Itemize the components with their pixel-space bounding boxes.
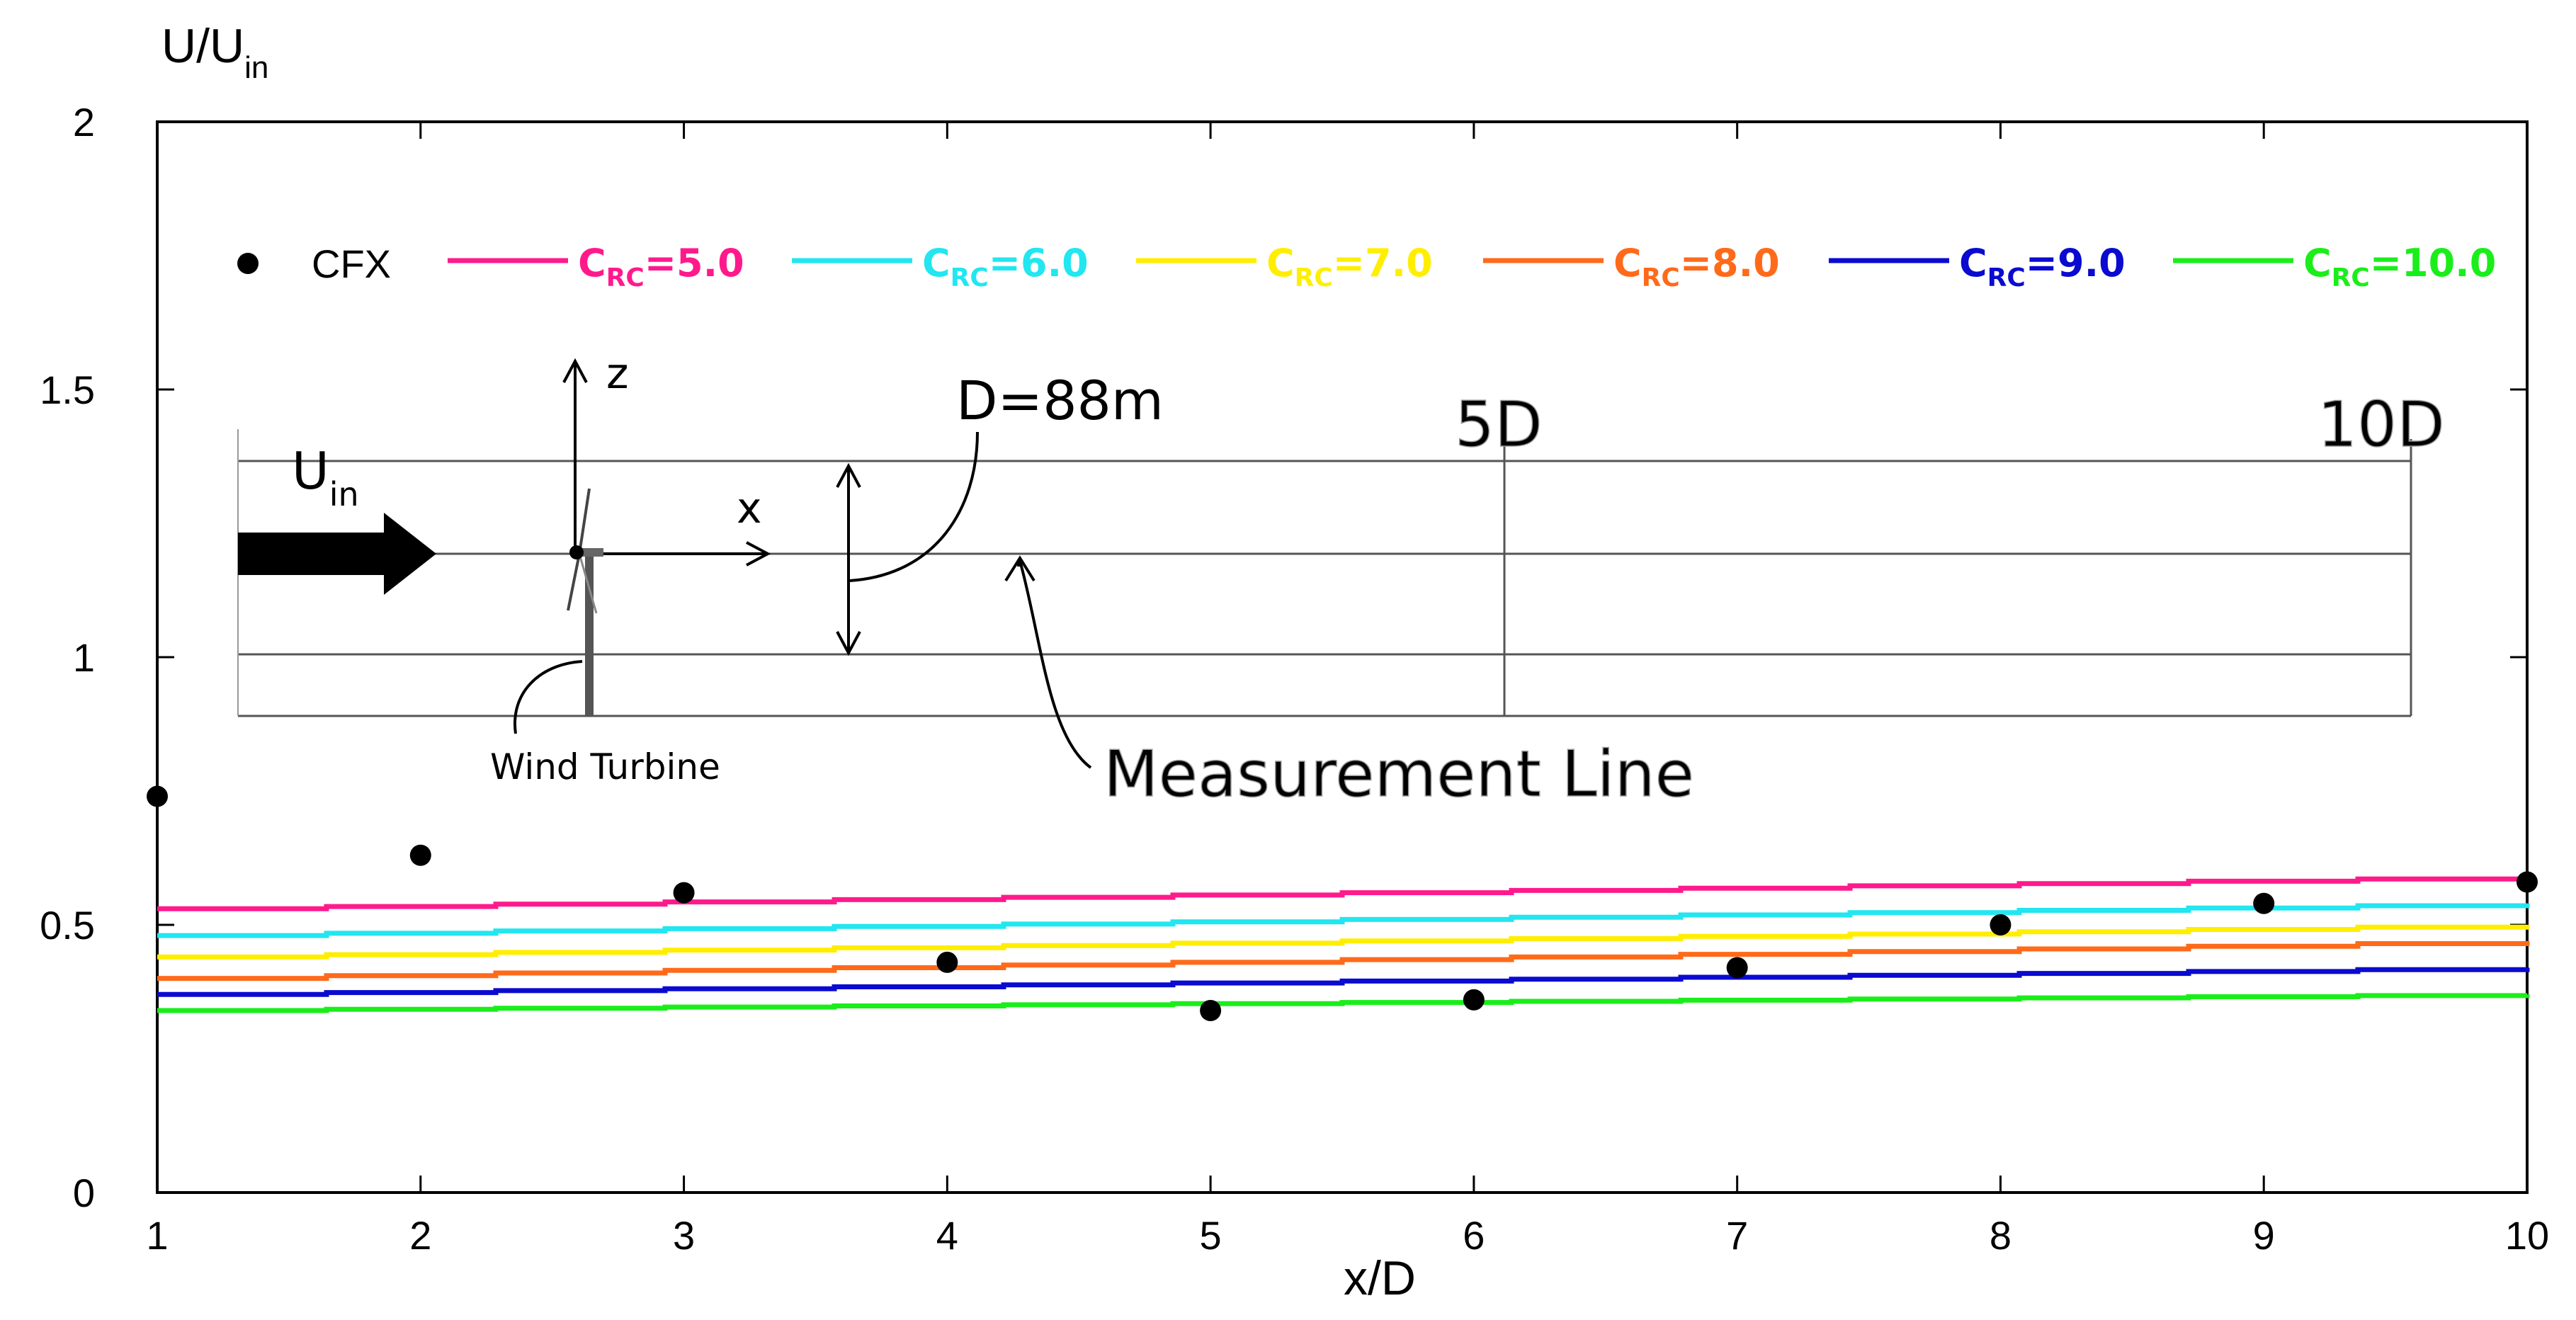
z-axis-arrowhead-icon <box>562 358 588 383</box>
x-tick-label: 3 <box>673 1213 695 1258</box>
series-lines <box>157 876 2530 1013</box>
cfx-point <box>936 951 958 973</box>
diameter-label: D=88m <box>956 369 1164 432</box>
x-tick-label: 10 <box>2505 1213 2549 1258</box>
cfx-point <box>2517 871 2538 893</box>
mark-10d: 10D <box>2317 388 2445 461</box>
x-tick-label: 6 <box>1463 1213 1485 1258</box>
legend-prefix-sub: RC <box>1642 263 1680 292</box>
legend: CFX CRC=5.0 CRC=6.0 CRC=7.0 CRC=8.0 CRC=9.0 C… <box>237 241 2496 292</box>
legend-eq: = <box>2026 241 2058 285</box>
legend-label-crc-10.0: CRC=10.0 <box>2303 241 2496 292</box>
series-line-crc-9.0 <box>157 967 2530 997</box>
series-line-crc-5.0 <box>157 876 2530 911</box>
z-axis-name: z <box>606 349 629 399</box>
legend-prefix: C <box>578 241 606 285</box>
cfx-point <box>1990 914 2012 935</box>
measurement-arrowhead-icon <box>1004 555 1035 582</box>
legend-eq: = <box>989 241 1021 285</box>
cfx-point <box>1726 957 1748 979</box>
inflow-label: Uin <box>292 441 359 513</box>
legend-value: 7.0 <box>1365 241 1433 285</box>
x-tick-label: 1 <box>146 1213 168 1258</box>
y-axis-label-main: U/U <box>161 19 244 73</box>
legend-value: 8.0 <box>1712 241 1780 285</box>
cfx-point <box>673 882 695 904</box>
x-tick-label: 5 <box>1200 1213 1222 1258</box>
y-tick-label: 2 <box>73 100 95 144</box>
cfx-point <box>1463 989 1485 1011</box>
measurement-leader-line <box>1019 560 1092 769</box>
legend-prefix-sub: RC <box>606 263 645 292</box>
legend-prefix: C <box>922 241 951 285</box>
legend-prefix-sub: RC <box>1295 263 1333 292</box>
x-tick-label: 8 <box>1990 1213 2012 1258</box>
legend-label-crc-5.0: CRC=5.0 <box>578 241 744 292</box>
inflow-arrow-icon <box>238 513 436 595</box>
measurement-label: Measurement Line <box>1103 737 1694 812</box>
x-tick-label: 7 <box>1726 1213 1748 1258</box>
legend-prefix: C <box>2303 241 2332 285</box>
y-tick-label: 1.5 <box>40 368 95 412</box>
diameter-arrow-bottom-icon <box>836 631 861 656</box>
diameter-leader-line <box>849 431 979 582</box>
legend-eq: = <box>1680 241 1712 285</box>
diameter-arrow-top-icon <box>836 462 861 488</box>
legend-prefix-sub: RC <box>1987 263 2026 292</box>
axis-ticks: 1 2 3 4 5 6 7 8 9 10 0 0.5 1 1.5 2 <box>40 100 2549 1258</box>
y-axis-label-sub: in <box>244 50 268 85</box>
legend-value: 10.0 <box>2402 241 2496 285</box>
legend-label-crc-7.0: CRC=7.0 <box>1266 241 1433 292</box>
series-line-crc-6.0 <box>157 903 2530 938</box>
x-tick-label: 4 <box>936 1213 958 1258</box>
cfx-point <box>2253 892 2275 914</box>
legend-label-crc-9.0: CRC=9.0 <box>1959 241 2126 292</box>
legend-prefix-sub: RC <box>2332 263 2370 292</box>
legend-eq: = <box>2370 241 2402 285</box>
cfx-point <box>409 844 431 866</box>
y-axis-label: U/Uin <box>161 19 268 85</box>
cfx-point <box>1200 999 1222 1021</box>
y-tick-label: 1 <box>73 635 95 680</box>
legend-cfx-label: CFX <box>312 241 391 286</box>
x-axis-name: x <box>737 484 762 533</box>
y-tick-label: 0 <box>73 1171 95 1215</box>
x-tick-label: 9 <box>2253 1213 2275 1258</box>
cfx-point <box>147 785 168 807</box>
inset-schematic: Uin z x Wind Turbine D=88m 5D 10D <box>237 349 2446 812</box>
legend-eq: = <box>1333 241 1365 285</box>
legend-label-crc-6.0: CRC=6.0 <box>922 241 1089 292</box>
series-line-crc-8.0 <box>157 940 2530 982</box>
series-line-crc-7.0 <box>157 924 2530 960</box>
legend-prefix: C <box>1959 241 1987 285</box>
legend-cfx-marker <box>237 253 259 274</box>
cfx-points <box>147 785 2538 1021</box>
inflow-label-sub: in <box>329 475 359 513</box>
legend-label-crc-8.0: CRC=8.0 <box>1613 241 1780 292</box>
turbine-leader-line <box>514 660 583 734</box>
legend-value: 6.0 <box>1021 241 1089 285</box>
legend-eq: = <box>645 241 676 285</box>
legend-prefix: C <box>1613 241 1642 285</box>
y-tick-label: 0.5 <box>40 903 95 948</box>
legend-value: 5.0 <box>676 241 744 285</box>
legend-prefix: C <box>1266 241 1295 285</box>
turbine-label: Wind Turbine <box>490 746 720 787</box>
inflow-label-main: U <box>292 441 329 501</box>
legend-prefix-sub: RC <box>951 263 989 292</box>
x-axis-arrowhead-icon <box>746 541 771 567</box>
mark-5d: 5D <box>1455 388 1543 461</box>
x-axis-label: x/D <box>1344 1251 1416 1305</box>
x-tick-label: 2 <box>409 1213 431 1258</box>
wind-turbine-icon <box>567 488 603 717</box>
series-line-crc-10.0 <box>157 993 2530 1013</box>
legend-value: 9.0 <box>2058 241 2126 285</box>
